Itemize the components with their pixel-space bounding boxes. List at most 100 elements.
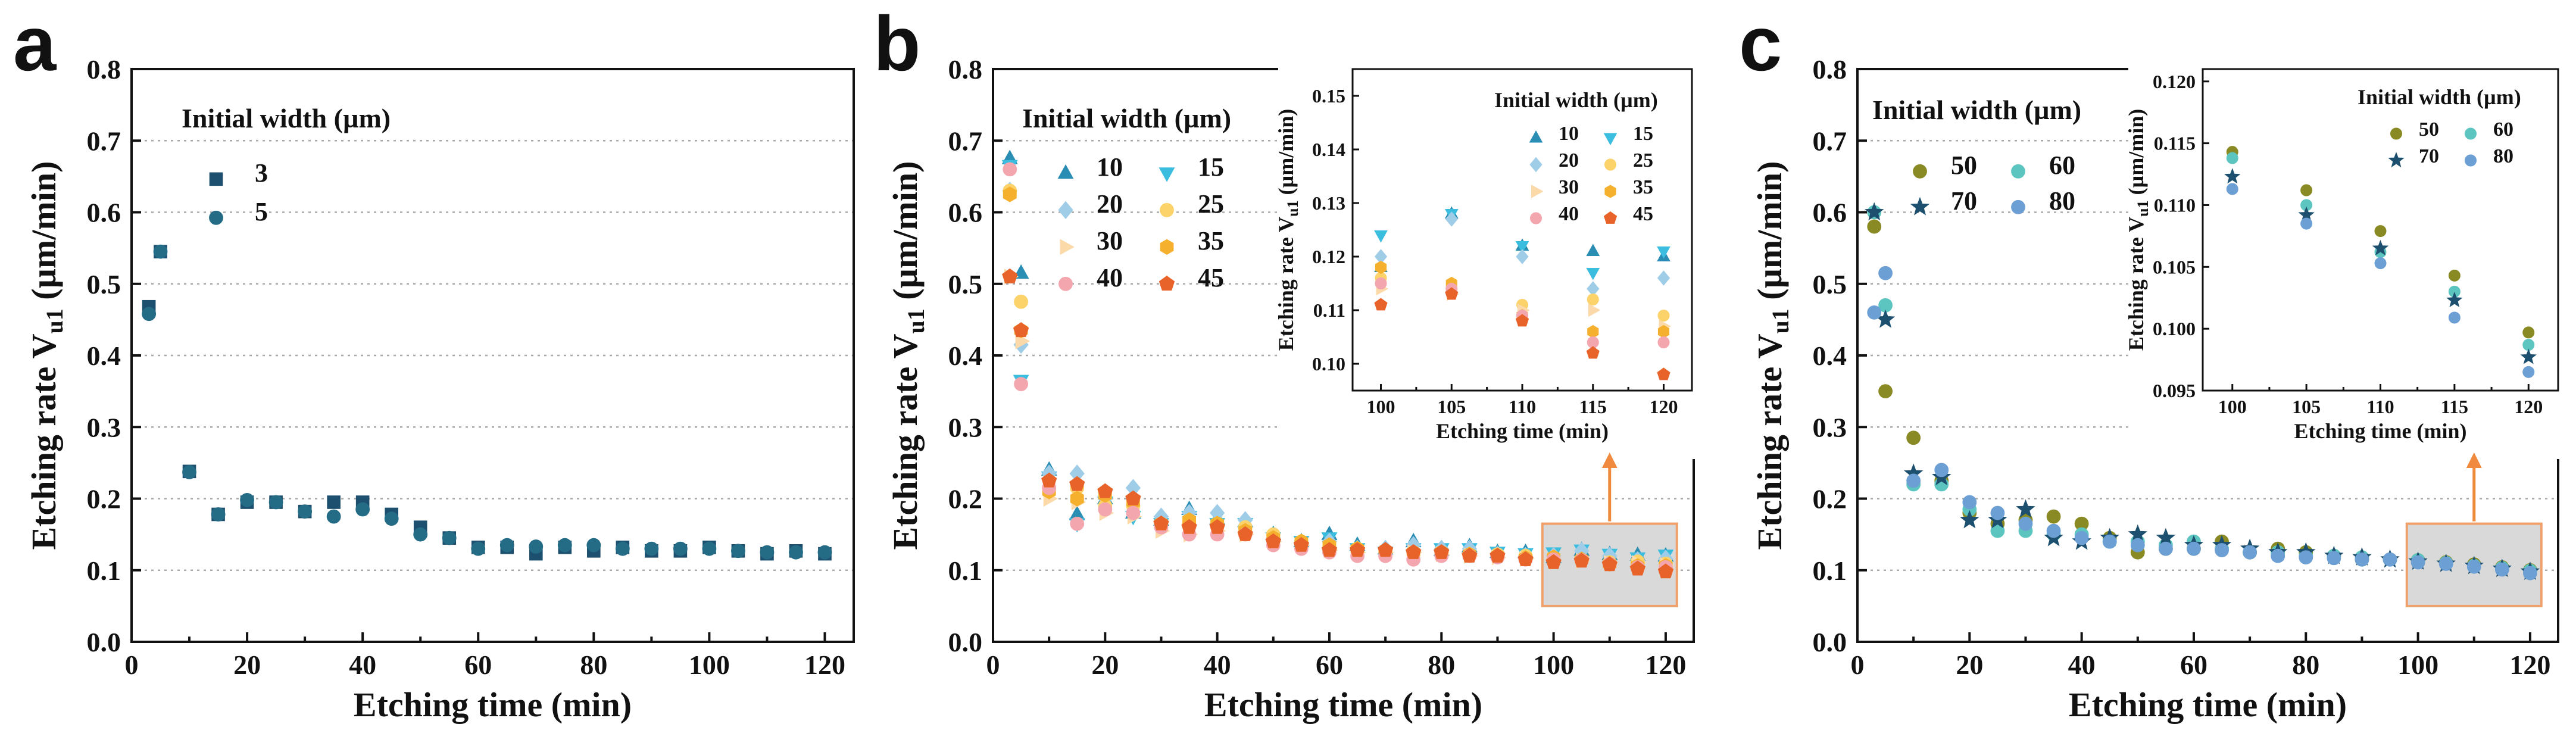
point-w70: [2224, 168, 2241, 184]
y-tick-label: 0.105: [2153, 256, 2196, 277]
legend-label-w5: 5: [255, 197, 268, 226]
point-w45: [1657, 563, 1674, 579]
y-tick-label: 0.095: [2153, 380, 2196, 401]
x-tick-label: 0: [125, 650, 139, 680]
point-w80: [2158, 541, 2173, 556]
point-w5: [211, 507, 226, 522]
point-w45: [1013, 322, 1029, 338]
legend-label-w70: 70: [1951, 186, 1977, 216]
y-tick-label: 0.3: [87, 412, 121, 442]
point-w5: [182, 465, 196, 479]
point-w40: [1014, 377, 1028, 391]
y-tick-label: 0.4: [87, 341, 121, 371]
point-w25: [1014, 294, 1028, 309]
inset-legend-title: Initial width (µm): [2358, 85, 2521, 109]
inset-y-title-unit: (µm/min): [1274, 109, 1298, 201]
y-tick-label: 0.1: [87, 555, 121, 586]
point-w45: [1209, 519, 1225, 534]
y-tick-label: 0.7: [87, 126, 121, 156]
y-tick-label: 0.8: [87, 54, 121, 85]
inset-b: 100 105 110 115 120 0.10 0.11 0.12 0.13 0.14 0.15 E…: [1274, 63, 1698, 459]
y-tick-label: 0.110: [2154, 194, 2196, 216]
point-w80: [2243, 545, 2257, 560]
point-w5: [471, 541, 486, 556]
point-w45: [1406, 544, 1422, 559]
point-w50: [2300, 184, 2313, 196]
point-w5: [499, 538, 514, 553]
x-tick-label: 105: [2292, 396, 2321, 417]
point-w80: [2130, 538, 2145, 553]
point-w50: [2448, 269, 2461, 282]
point-w45: [1293, 536, 1309, 552]
legend-label-w50: 50: [2419, 118, 2439, 141]
point-w80: [2226, 183, 2238, 195]
legend-marker-w45: [1159, 275, 1175, 291]
point-w30: [1588, 303, 1601, 317]
x-tick-label: 20: [1091, 650, 1119, 680]
point-w45: [1265, 533, 1281, 548]
point-w45: [1629, 560, 1645, 576]
y-axis-title-sub: u1: [903, 308, 929, 333]
inset-y-title-unit: (µm/min): [2124, 109, 2148, 201]
point-w45: [1434, 544, 1450, 559]
y-tick-label: 0.120: [2153, 71, 2196, 92]
legend-marker-w70: [2388, 152, 2405, 168]
point-w25: [1657, 310, 1670, 322]
point-w80: [2383, 552, 2397, 567]
point-w35: [1003, 186, 1017, 202]
point-w45: [1545, 554, 1562, 569]
point-w20: [1657, 270, 1671, 286]
point-w45: [1378, 542, 1394, 557]
y-tick-label: 0.13: [1312, 192, 1345, 214]
x-tick-label: 120: [2509, 650, 2550, 680]
legend-marker-w25: [1604, 158, 1616, 171]
point-w80: [2374, 257, 2387, 270]
y-axis-title: Etching rate Vu1 (µm/min): [1750, 161, 1794, 550]
point-w40: [1098, 502, 1113, 517]
legend-label-w60: 60: [2493, 118, 2513, 141]
point-w80: [2300, 217, 2313, 230]
legend-label-w25: 25: [1198, 189, 1224, 219]
point-w50: [1878, 384, 1893, 399]
legend-marker-w30: [1060, 239, 1075, 255]
legend-label-w40: 40: [1559, 203, 1579, 225]
inset-legend-title: Initial width (µm): [1494, 88, 1658, 112]
point-w45: [1237, 526, 1253, 541]
point-w50: [2374, 225, 2387, 238]
point-w80: [2215, 543, 2229, 557]
point-w10: [1586, 244, 1600, 256]
point-w5: [731, 544, 745, 558]
point-w80: [2355, 552, 2369, 567]
legend-label-w10: 10: [1559, 123, 1579, 145]
y-axis-title-main: Etching rate V: [1750, 333, 1789, 550]
zoom-arrow: [1601, 452, 1618, 522]
y-tick-label: 0.8: [1813, 54, 1847, 85]
panel-letter: a: [13, 0, 57, 87]
point-w5: [817, 545, 832, 560]
legend-label-w80: 80: [2049, 186, 2075, 216]
y-tick-label: 0.100: [2153, 318, 2196, 339]
point-w40: [1126, 505, 1141, 520]
plot-background: [1353, 69, 1692, 391]
legend-marker-w25: [1160, 202, 1174, 217]
x-tick-label: 40: [2068, 650, 2096, 680]
point-w80: [2187, 541, 2201, 556]
point-w80: [2494, 562, 2509, 577]
x-tick-label: 80: [580, 650, 607, 680]
y-axis-title-unit: (µm/min): [24, 161, 63, 309]
point-w45: [1321, 542, 1338, 557]
legend-label-w10: 10: [1097, 152, 1123, 182]
x-tick-label: 40: [349, 650, 376, 680]
y-tick-label: 0.14: [1312, 139, 1345, 160]
y-tick-label: 0.2: [1813, 484, 1847, 514]
legend-label-w30: 30: [1097, 226, 1123, 255]
y-tick-label: 0.4: [948, 341, 983, 371]
point-w35: [1657, 324, 1670, 339]
point-w45: [1515, 314, 1529, 327]
point-w60: [2226, 152, 2238, 164]
point-w5: [268, 495, 283, 510]
y-tick-label: 0.7: [948, 126, 983, 156]
y-tick-label: 0.12: [1312, 246, 1345, 267]
y-tick-label: 0.5: [948, 269, 983, 299]
point-w20: [1516, 249, 1529, 264]
